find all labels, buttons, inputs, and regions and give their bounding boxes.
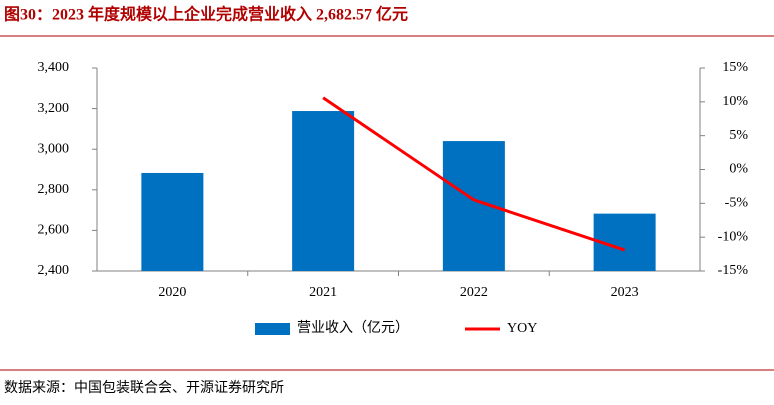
y2-tick-label: -5% — [725, 196, 749, 211]
x-tick-label: 2021 — [309, 285, 337, 300]
y-tick-label: 2,800 — [38, 182, 70, 197]
bar — [141, 172, 204, 271]
y2-tick-label: 0% — [729, 162, 748, 177]
legend-label: YOY — [507, 321, 537, 336]
source-note: 数据来源：中国包装联合会、开源证券研究所 — [4, 380, 284, 396]
y2-tick-label: -15% — [718, 263, 749, 278]
legend-label: 营业收入（亿元） — [297, 320, 409, 336]
y-tick-label: 2,600 — [38, 223, 70, 238]
y2-tick-label: -10% — [718, 229, 749, 244]
bar — [292, 111, 355, 271]
y2-tick-label: 15% — [722, 60, 748, 75]
line — [322, 96, 626, 252]
x-tick-label: 2020 — [158, 285, 186, 300]
y2-tick-label: 10% — [722, 94, 748, 109]
y-tick-label: 3,200 — [38, 101, 70, 116]
legend-swatch — [255, 323, 290, 335]
y2-tick-label: 5% — [729, 128, 748, 143]
x-tick-label: 2022 — [460, 285, 488, 300]
x-tick-label: 2023 — [611, 285, 639, 300]
chart-title: 图30：2023 年度规模以上企业完成营业收入 2,682.57 亿元 — [4, 5, 408, 24]
y-tick-label: 2,400 — [38, 263, 70, 278]
y-tick-label: 3,000 — [38, 141, 70, 156]
y-tick-label: 3,400 — [38, 60, 70, 75]
